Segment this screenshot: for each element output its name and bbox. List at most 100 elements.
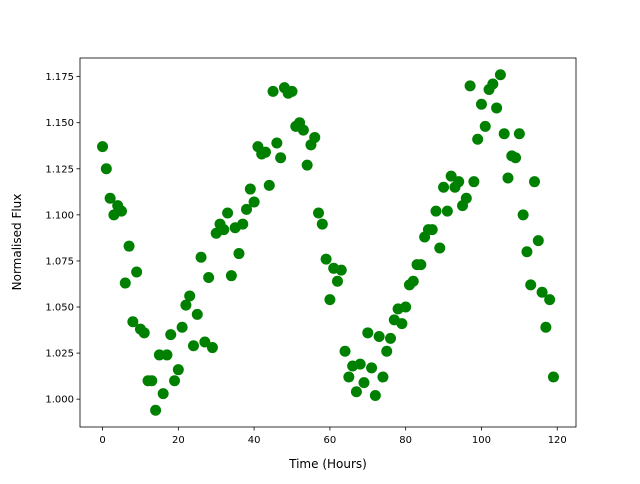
data-point	[172, 364, 184, 376]
y-tick-label: 1.175	[45, 72, 74, 83]
data-point	[123, 240, 135, 252]
data-point	[350, 386, 362, 398]
data-point	[445, 170, 457, 182]
data-point	[131, 266, 143, 278]
data-point	[358, 377, 370, 389]
data-point	[100, 163, 112, 175]
data-point	[400, 301, 412, 313]
data-point	[97, 141, 109, 153]
x-tick-label: 60	[324, 435, 337, 446]
data-point	[426, 224, 438, 236]
data-points	[97, 69, 559, 416]
y-tick-label: 1.150	[45, 118, 74, 129]
data-point	[320, 253, 332, 265]
data-point	[525, 279, 537, 291]
x-tick-label: 20	[172, 435, 185, 446]
data-point	[472, 133, 484, 145]
data-point	[453, 176, 465, 188]
y-tick-label: 1.125	[45, 164, 74, 175]
y-tick-label: 1.000	[45, 395, 74, 406]
data-point	[468, 176, 480, 188]
data-point	[187, 340, 199, 352]
x-tick-label: 120	[548, 435, 567, 446]
data-point	[498, 128, 510, 140]
data-point	[237, 218, 249, 230]
data-point	[396, 318, 408, 330]
y-axis-label: Normalised Flux	[10, 194, 24, 291]
data-point	[407, 275, 419, 287]
data-point	[316, 218, 328, 230]
x-tick-label: 40	[248, 435, 261, 446]
data-point	[267, 85, 279, 97]
data-point	[547, 371, 559, 383]
x-axis-ticks: 0 20 40 60 80 100 120	[99, 427, 567, 446]
data-point	[119, 277, 131, 289]
y-tick-label: 1.050	[45, 303, 74, 314]
data-point	[343, 371, 355, 383]
data-point	[529, 176, 541, 188]
data-point	[313, 207, 325, 219]
data-point	[540, 321, 552, 333]
data-point	[180, 299, 192, 311]
data-point	[464, 80, 476, 92]
data-point	[225, 270, 237, 282]
data-point	[354, 358, 366, 370]
data-point	[241, 203, 253, 215]
data-point	[195, 251, 207, 263]
data-point	[233, 248, 245, 260]
data-point	[263, 179, 275, 191]
data-point	[532, 235, 544, 247]
data-point	[513, 128, 525, 140]
y-tick-label: 1.025	[45, 349, 74, 360]
data-point	[127, 316, 139, 328]
x-tick-label: 100	[472, 435, 491, 446]
axes-frame	[79, 57, 577, 428]
data-point	[491, 102, 503, 114]
data-point	[161, 349, 173, 361]
data-point	[415, 259, 427, 271]
data-point	[487, 78, 499, 90]
data-point	[104, 192, 116, 204]
data-point	[275, 152, 287, 164]
data-point	[438, 181, 450, 193]
data-point	[479, 120, 491, 132]
data-point	[510, 152, 522, 164]
data-point	[206, 342, 218, 354]
data-point	[176, 321, 188, 333]
data-point	[369, 389, 381, 401]
data-point	[460, 192, 472, 204]
x-tick-label: 80	[399, 435, 412, 446]
data-point	[222, 207, 234, 219]
data-point	[335, 264, 347, 276]
data-point	[366, 362, 378, 374]
data-point	[536, 286, 548, 298]
data-point	[373, 331, 385, 343]
data-point	[191, 308, 203, 320]
data-point	[271, 137, 283, 149]
data-point	[544, 294, 556, 306]
data-point	[248, 196, 260, 208]
data-point	[301, 159, 313, 171]
data-point	[502, 172, 514, 184]
data-point	[169, 375, 181, 387]
data-point	[430, 205, 442, 217]
data-point	[150, 404, 162, 416]
data-point	[184, 290, 196, 302]
data-point	[494, 69, 506, 81]
data-point	[517, 209, 529, 221]
data-point	[165, 329, 177, 341]
data-point	[153, 349, 165, 361]
data-point	[475, 98, 487, 110]
data-point	[138, 327, 150, 339]
y-tick-label: 1.100	[45, 210, 74, 221]
data-point	[441, 205, 453, 217]
data-point	[259, 146, 271, 158]
data-point	[309, 131, 321, 143]
data-point	[331, 275, 343, 287]
data-point	[244, 183, 256, 195]
data-point	[339, 345, 351, 357]
data-point	[199, 336, 211, 348]
data-point	[434, 242, 446, 254]
data-point	[324, 294, 336, 306]
